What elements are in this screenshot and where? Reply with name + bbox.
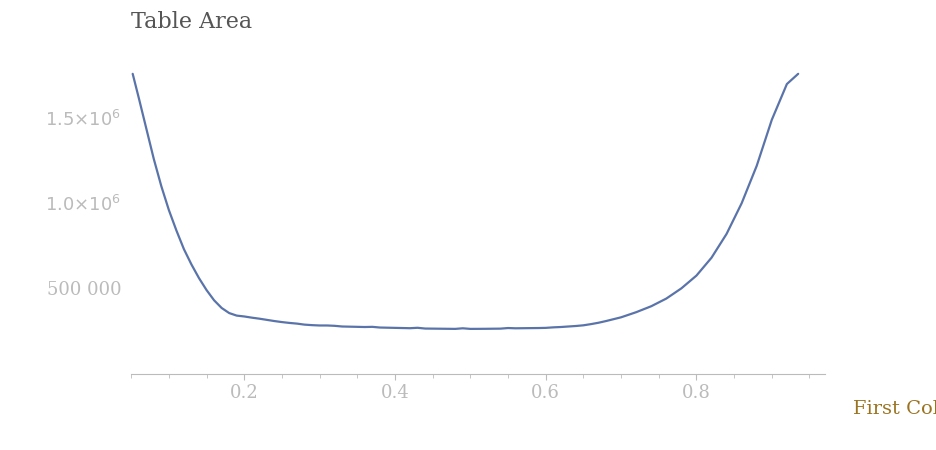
Text: Table Area: Table Area <box>131 11 252 33</box>
Text: First Column Width: First Column Width <box>852 400 936 418</box>
